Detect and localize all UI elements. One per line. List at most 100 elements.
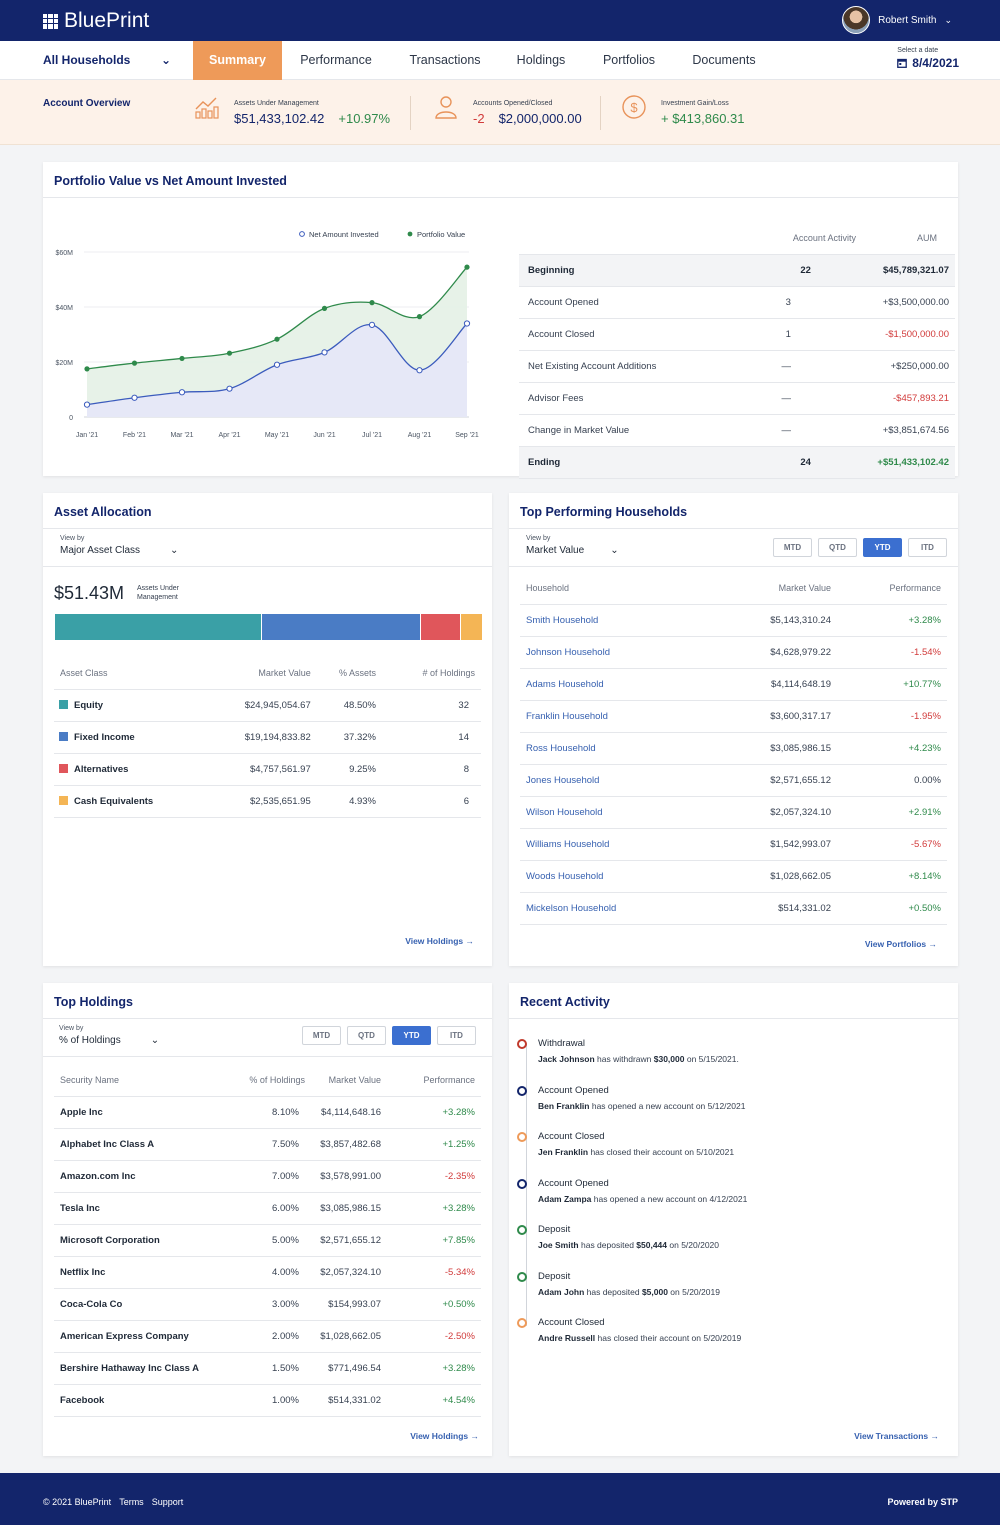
holdings-count: 32 [390,689,481,722]
performance: -1.54% [837,636,947,669]
status-dot-icon [517,1271,527,1282]
top-holdings-card: Top Holdings View by % of Holdings ⌄ MTD Q… [43,983,492,1456]
activity-description: Joe Smith has deposited $50,444 on 5/20/… [538,1240,719,1250]
accounts-count: -2 [473,111,485,126]
tab-portfolios[interactable]: Portfolios [602,53,656,67]
market-value: $514,331.02 [304,1384,381,1417]
date-picker[interactable]: Select a date 8/4/2021 [897,47,959,70]
activity-label: Advisor Fees [519,382,769,415]
performance: -5.67% [837,828,947,861]
col-asset-class: Asset Class [54,657,209,690]
data-point [321,349,328,356]
tab-documents[interactable]: Documents [692,53,756,67]
user-menu[interactable]: Robert Smith ⌄ [842,6,952,34]
pct-holdings: 7.50% [235,1128,305,1161]
activity-who: Adam John [538,1286,585,1297]
viewby-label: View by [60,535,85,542]
y-tick-label: 0 [69,415,73,422]
date-value: 8/4/2021 [912,56,959,70]
data-point [84,366,90,372]
view-portfolios-link[interactable]: View Portfolios → [864,939,937,949]
household-link[interactable]: Jones Household [520,764,708,797]
performance: -2.35% [381,1160,481,1193]
status-dot-icon [517,1085,527,1096]
market-value: $3,857,482.68 [304,1128,381,1161]
total-label-1: Assets Under [137,585,180,592]
period-qtd-button[interactable]: QTD [818,538,857,557]
col-holdings: # of Holdings [390,657,481,690]
household-select[interactable]: All Households ⌄ [43,53,171,67]
security-name: Facebook [54,1384,236,1417]
activity-tail: on 5/20/2020 [667,1240,720,1250]
performance: +3.28% [381,1192,481,1225]
table-row: Alternatives $4,757,561.97 9.25% 8 [54,753,481,786]
legend-marker [299,231,305,237]
household-link[interactable]: Franklin Household [520,700,708,733]
household-link[interactable]: Mickelson Household [520,892,708,925]
table-row: Williams Household $1,542,993.07 -5.67% [520,828,947,861]
overview-title: Account Overview [43,98,131,109]
view-transactions-link[interactable]: View Transactions → [854,1431,939,1441]
col-performance: Performance [381,1064,481,1097]
tab-holdings[interactable]: Holdings [516,53,566,67]
table-row: Advisor Fees — -$457,893.21 [519,382,955,415]
security-name: Amazon.com Inc [54,1160,236,1193]
tab-performance[interactable]: Performance [300,53,372,67]
table-row: Franklin Household $3,600,317.17 -1.95% [520,700,947,733]
security-name: Alphabet Inc Class A [54,1128,236,1161]
household-link[interactable]: Williams Household [520,828,708,861]
legend-label: Portfolio Value [417,230,465,239]
support-link[interactable]: Support [151,1497,184,1507]
allocation-view-select[interactable]: View by Major Asset Class ⌄ [60,535,178,556]
brand-logo[interactable]: BluePrint [43,9,149,33]
table-row: Beginning 22 $45,789,321.07 [519,254,955,287]
x-tick-label: Sep '21 [455,432,479,439]
holdings-view-select[interactable]: View by % of Holdings ⌄ [59,1025,159,1046]
market-value: $4,114,648.19 [707,668,837,701]
activity-value: +$3,500,000.00 [865,286,955,319]
terms-link[interactable]: Terms [119,1497,144,1507]
portfolio-chart: 0 $20M $40M $60M Jan '21 Feb '21 Mar '21 Apr '2… [55,230,479,439]
period-itd-button[interactable]: ITD [908,538,947,557]
household-link[interactable]: Johnson Household [520,636,708,669]
activity-who: Jen Franklin [538,1147,589,1157]
activity-count: — [769,350,866,383]
household-link[interactable]: Ross Household [520,732,708,765]
period-mtd-button[interactable]: MTD [302,1026,341,1045]
data-point [368,321,376,328]
activity-value: +$250,000.00 [865,350,955,383]
performance: +3.28% [381,1096,481,1129]
performance: +3.28% [837,604,947,637]
activity-title: Recent Activity [520,995,610,1009]
activity-action: has closed their account on 5/20/2019 [595,1333,742,1343]
household-link[interactable]: Adams Household [520,668,708,701]
activity-value: -$1,500,000.00 [865,318,955,351]
household-link[interactable]: Wilson Household [520,796,708,829]
activity-type: Account Opened [538,1084,609,1096]
pct-assets: 4.93% [310,785,390,818]
pct-holdings: 5.00% [235,1224,305,1257]
pct-assets: 37.32% [310,721,390,754]
household-link[interactable]: Woods Household [520,860,708,893]
view-holdings-link[interactable]: View Holdings → [405,936,474,946]
activity-count: 1 [769,318,866,351]
performance: 0.00% [837,764,947,797]
period-qtd-button[interactable]: QTD [347,1026,386,1045]
color-swatch [59,731,68,741]
household-link[interactable]: Smith Household [520,604,708,637]
period-ytd-button[interactable]: YTD [863,538,902,557]
legend-label: Net Amount Invested [309,230,379,239]
grid-logo-icon [43,13,58,29]
period-ytd-button[interactable]: YTD [392,1026,431,1045]
asset-class-cell: Cash Equivalents [54,785,209,818]
market-value: $3,085,986.15 [304,1192,381,1225]
households-view-select[interactable]: View by Market Value ⌄ [526,535,619,556]
period-itd-button[interactable]: ITD [437,1026,476,1045]
tab-summary[interactable]: Summary [193,41,282,80]
view-holdings-link[interactable]: View Holdings → [410,1431,479,1441]
period-mtd-button[interactable]: MTD [773,538,812,557]
tab-transactions[interactable]: Transactions [409,53,481,67]
market-value: $2,057,324.10 [707,796,837,829]
data-point [178,389,186,396]
viewby-label: View by [526,535,551,542]
